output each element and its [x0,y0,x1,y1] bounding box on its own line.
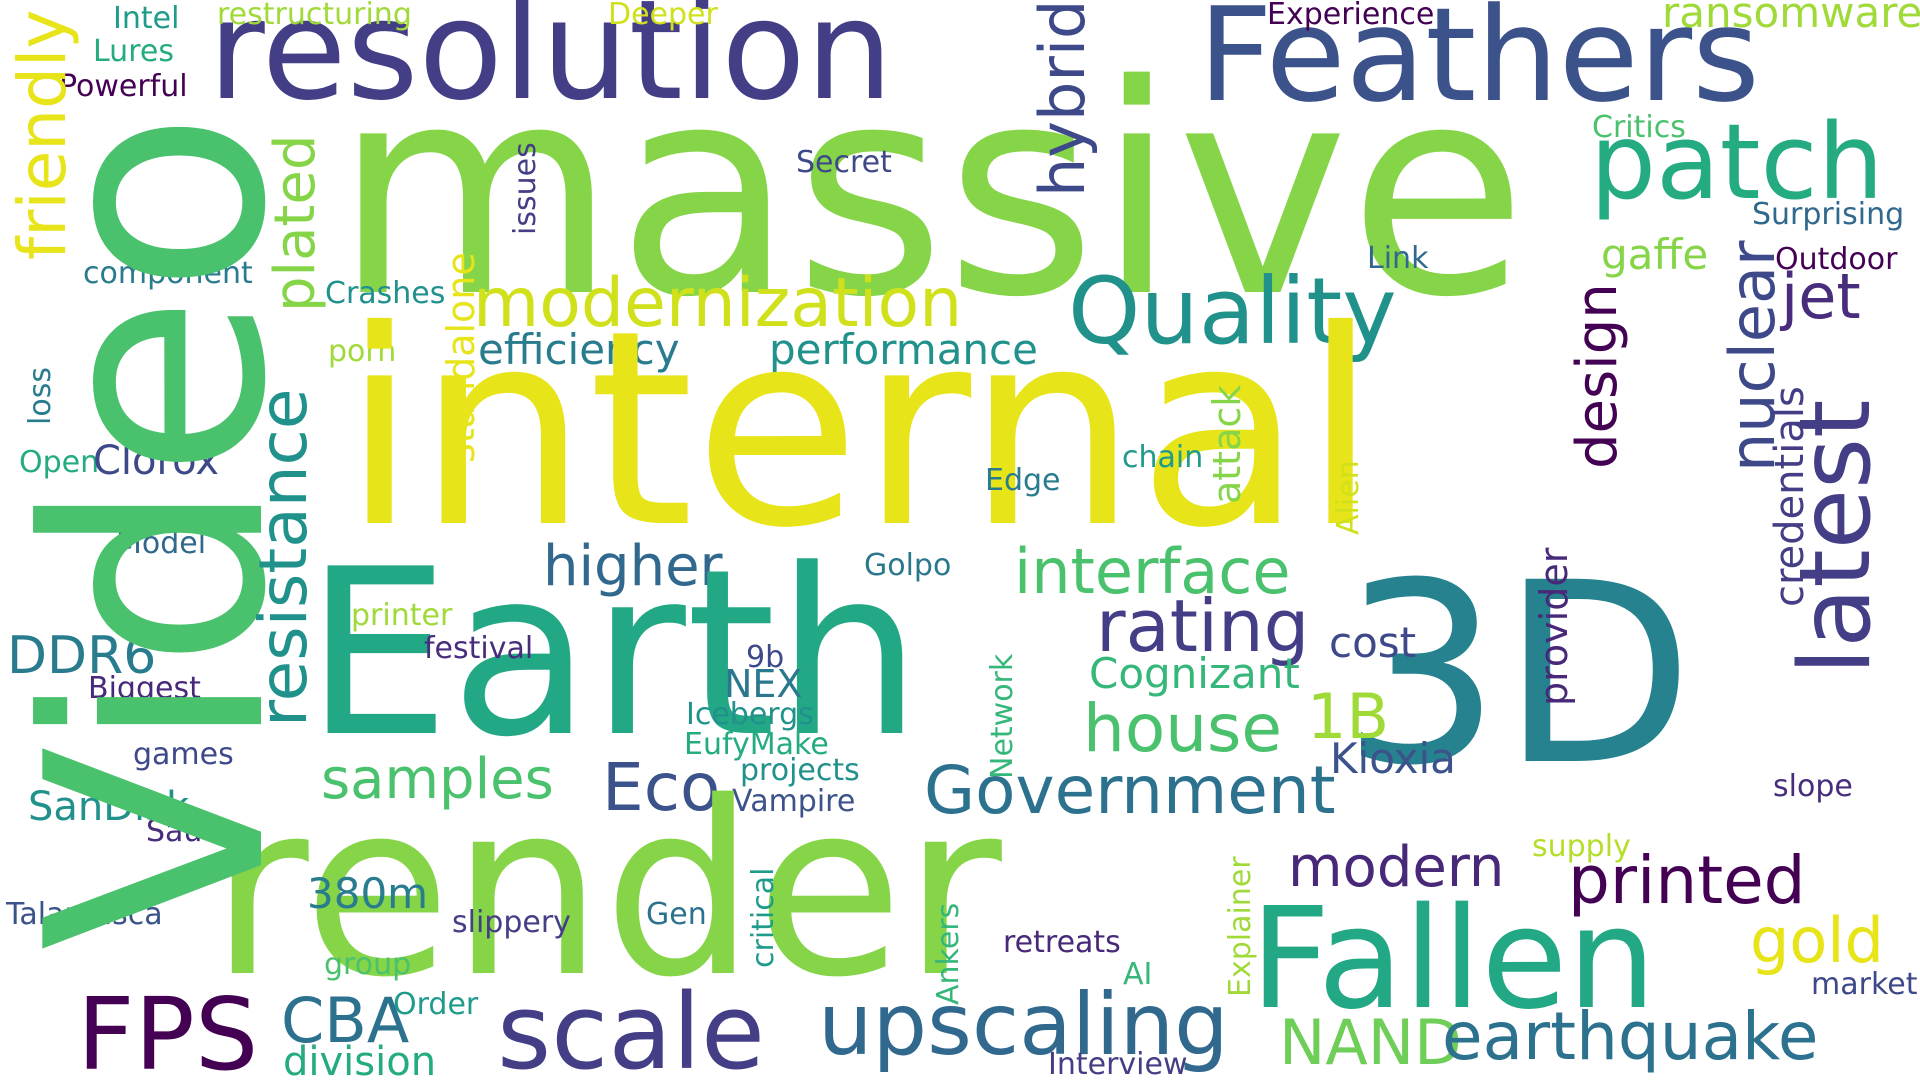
word-1b: 1B [1307,680,1389,753]
word-vampire: Vampire [732,784,856,819]
word-samples: samples [321,747,554,812]
word-ddr6: DDR6 [7,626,157,686]
word-division: division [283,1039,437,1080]
word-9b: 9b [746,640,785,675]
word-resolution: resolution [208,0,894,131]
word-earth: Earth [305,521,922,788]
word-component: component [83,256,253,291]
word-fallen: Fallen [1250,878,1657,1041]
word-latest: latest [1779,399,1893,675]
word-lures: Lures [93,34,174,69]
word-internal: internal [342,272,1378,587]
word-house: house [1083,690,1283,767]
word-ankers: Ankers [931,902,966,1005]
word-kioxia: Kioxia [1330,734,1456,783]
word-performance: performance [769,325,1038,374]
word-retreats: retreats [1003,925,1121,960]
word-ransomware: ransomware [1662,0,1920,37]
word-eco: Eco [602,749,721,826]
word-deeper: Deeper [608,0,718,32]
word-higher: higher [543,534,723,599]
word-loss: loss [23,367,58,425]
word-icebergs: Icebergs [686,697,814,732]
word-explainer: Explainer [1223,856,1258,997]
word-gen: Gen [646,897,707,932]
word-games: games [133,737,234,772]
word-slippery: slippery [452,905,571,940]
word-fps: FPS [77,976,259,1080]
word-3d: 3D [1342,529,1694,820]
word-open: Open [19,445,100,480]
word-powerful: Powerful [59,69,188,104]
word-porn: porn [328,334,397,369]
word-attack: attack [1205,384,1249,504]
word-edge: Edge [985,463,1061,498]
word-jet: jet [1781,260,1861,333]
word-cba: CBA [281,984,410,1057]
word-issues: issues [508,142,543,235]
word-supply: supply [1532,829,1631,864]
word-nex: NEX [724,662,803,706]
word-clorox: Clorox [93,438,219,484]
word-design: design [1565,283,1630,469]
word-market: market [1811,967,1918,1002]
word-eufymake: EufyMake [684,727,829,762]
word-patch: patch [1590,101,1884,223]
word-network: Network [985,653,1020,779]
word-order: Order [393,987,479,1022]
word-golpo: Golpo [864,548,952,583]
word-380m: 380m [307,869,429,918]
word-critics: Critics [1592,110,1686,145]
word-talamasca: Talamasca [6,897,163,932]
word-upscaling: upscaling [818,975,1229,1075]
word-slope: slope [1773,769,1853,804]
word-experience: Experience [1267,0,1435,32]
word-quality: Quality [1068,258,1397,365]
word-plated: plated [263,134,328,312]
word-earthquake: earthquake [1442,998,1819,1075]
word-efficiency: efficiency [478,325,680,374]
word-scale: scale [497,971,765,1080]
word-model: Model [116,526,207,561]
word-modernization: modernization [473,264,963,343]
word-nand: NAND [1279,1006,1462,1079]
word-critical: critical [746,867,781,968]
word-link: Link [1367,241,1429,276]
word-secret: Secret [796,145,892,180]
word-rating: rating [1096,584,1310,668]
word-resistance: resistance [245,388,322,727]
word-standalone: standalone [439,252,483,463]
word-cognizant: Cognizant [1089,649,1300,698]
word-printed: printed [1568,842,1806,919]
word-crashes: Crashes [325,276,446,311]
word-sauce: Sauce [146,814,238,849]
word-gaffe: gaffe [1601,230,1709,279]
word-gold: gold [1750,904,1884,977]
word-government: Government [924,752,1336,829]
word-group: group [324,947,412,982]
word-intel: Intel [113,1,180,36]
word-chain: chain [1122,440,1204,475]
word-render: render [210,750,1002,1030]
word-massive: massive [334,24,1527,361]
word-interface: interface [1014,535,1291,608]
word-restructuring: restructuring [217,0,412,32]
word-feathers: Feathers [1198,0,1760,131]
word-festival: festival [424,631,534,666]
word-sandisk: SanDisk [28,784,190,830]
word-interview: Interview [1048,1047,1188,1080]
word-outdoor: Outdoor [1775,242,1898,277]
word-provider: provider [1532,547,1576,706]
word-friendly: friendly [4,9,81,260]
word-projects: projects [740,753,860,788]
word-surprising: Surprising [1752,197,1905,232]
word-biggest: Biggest [88,671,201,706]
word-alien: Alien [1331,460,1366,535]
word-hybrid: hybrid [1026,0,1099,197]
word-modern: modern [1288,835,1505,900]
word-printer: printer [351,598,453,633]
word-cost: cost [1329,618,1417,667]
word-ai: AI [1123,957,1153,992]
